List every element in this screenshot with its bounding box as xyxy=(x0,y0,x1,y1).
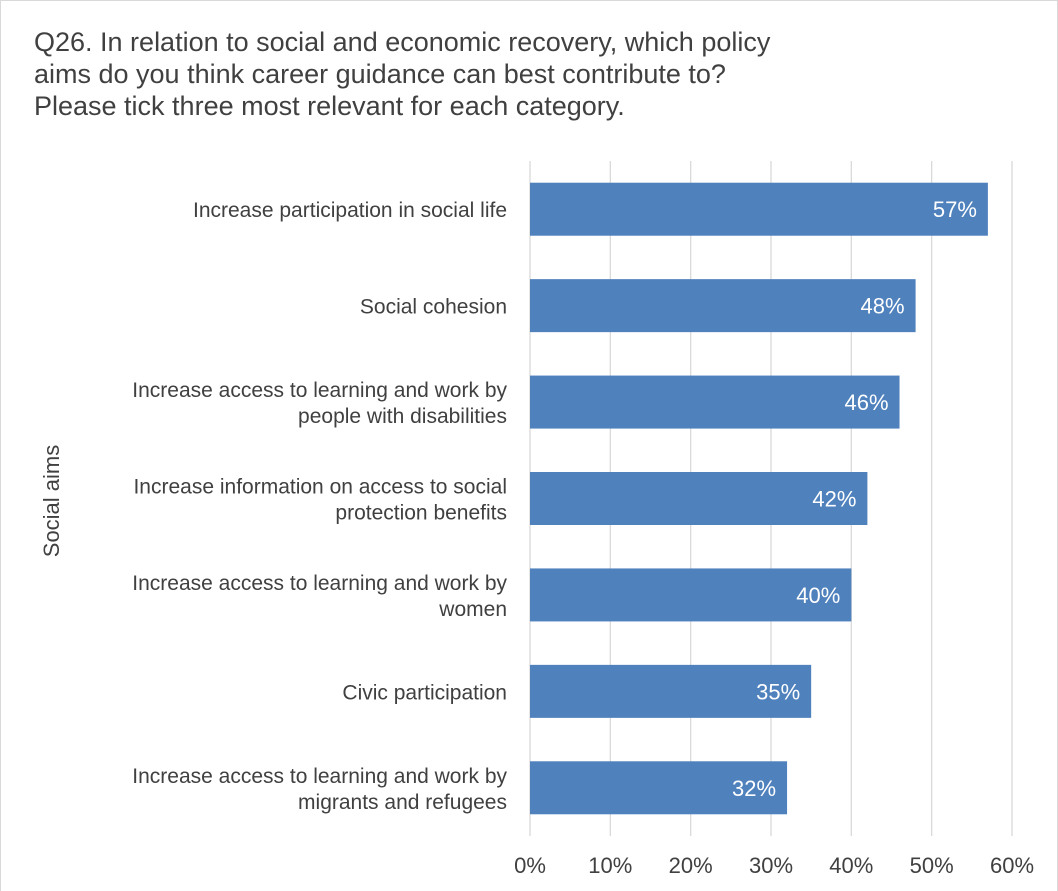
category-label: Increase participation in social life xyxy=(193,199,507,222)
x-tick-label: 10% xyxy=(588,853,632,878)
data-label: 42% xyxy=(812,487,856,512)
x-tick-label: 0% xyxy=(514,853,546,878)
bar xyxy=(530,761,788,815)
category-label: women xyxy=(438,598,507,621)
bars: 57% 48% 46% 42% 40% 35% 32% xyxy=(530,182,988,815)
category-label: migrants and refugees xyxy=(298,791,507,814)
category-label: protection benefits xyxy=(335,502,507,525)
category-label: Civic participation xyxy=(342,681,507,704)
bar xyxy=(530,472,868,525)
bar xyxy=(530,182,988,236)
bar xyxy=(530,375,900,429)
category-label: Social cohesion xyxy=(360,296,507,319)
data-label: 46% xyxy=(844,390,888,415)
x-tick-label: 50% xyxy=(910,853,954,878)
category-label: people with disabilities xyxy=(298,405,507,428)
data-label: 35% xyxy=(756,679,800,704)
bar xyxy=(530,568,852,622)
data-label: 48% xyxy=(861,294,905,319)
category-label: Increase access to learning and work by xyxy=(132,572,507,595)
category-labels: Increase participation in social life Soc… xyxy=(132,199,507,814)
data-label: 40% xyxy=(796,583,840,608)
x-tick-label: 60% xyxy=(990,853,1034,878)
data-label: 32% xyxy=(732,776,776,801)
category-label: Increase access to learning and work by xyxy=(132,765,507,788)
category-label: Increase access to learning and work by xyxy=(132,379,507,402)
bar xyxy=(530,664,812,718)
chart-title-line-2: aims do you think career guidance can be… xyxy=(34,59,726,89)
chart-title-line-3: Please tick three most relevant for each… xyxy=(34,91,625,121)
data-label: 57% xyxy=(933,197,977,222)
chart-title-line-1: Q26. In relation to social and economic … xyxy=(34,27,771,57)
bar xyxy=(530,279,916,333)
x-tick-label: 40% xyxy=(829,853,873,878)
x-tick-label: 30% xyxy=(749,853,793,878)
y-axis-title: Social aims xyxy=(39,445,64,557)
chart-title: Q26. In relation to social and economic … xyxy=(34,26,894,122)
x-tick-label: 20% xyxy=(669,853,713,878)
category-label: Increase information on access to social xyxy=(133,476,507,499)
x-axis-ticks: 0% 10% 20% 30% 40% 50% 60% xyxy=(514,853,1034,878)
